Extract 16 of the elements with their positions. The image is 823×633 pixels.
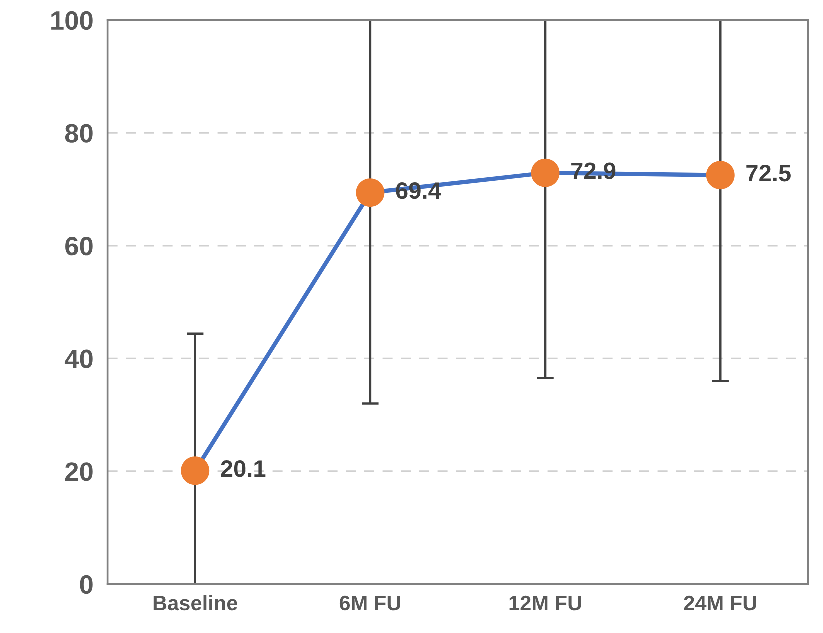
y-tick-label: 40 bbox=[64, 350, 93, 368]
point bbox=[356, 178, 385, 208]
x-tick-label: 24M FU bbox=[684, 596, 756, 611]
point bbox=[181, 456, 210, 486]
y-tick-label: 60 bbox=[66, 236, 93, 256]
y-tick-label: 0 bbox=[80, 575, 93, 594]
data-label: 20.1 bbox=[221, 460, 266, 478]
x-tick-label: 12M FU bbox=[510, 596, 582, 611]
x-tick-label: 6M FU bbox=[340, 596, 400, 611]
data-label: 72.5 bbox=[746, 164, 791, 182]
point bbox=[531, 158, 560, 188]
y-tick-label: 100 bbox=[52, 11, 93, 30]
y-tick-label: 80 bbox=[65, 124, 93, 143]
point bbox=[706, 161, 735, 190]
x-tick-label: Baseline bbox=[154, 595, 238, 611]
y-tick-label: 20 bbox=[65, 462, 93, 482]
